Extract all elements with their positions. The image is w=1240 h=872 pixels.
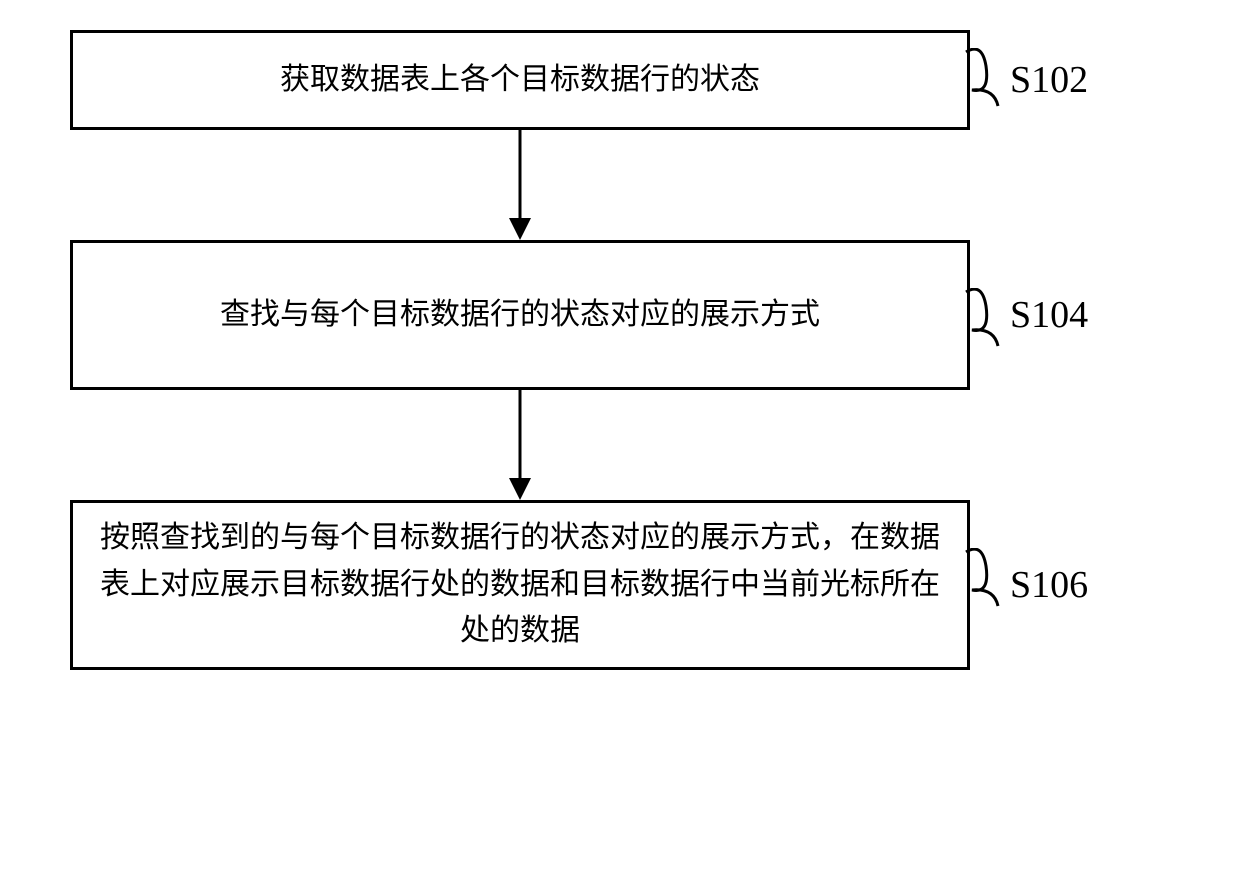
step-label-s102: S102 (1010, 58, 1088, 102)
label-connector (964, 288, 1004, 353)
step-label-s106: S106 (1010, 563, 1088, 607)
flow-step: 获取数据表上各个目标数据行的状态 S102 (70, 30, 1170, 130)
flow-connector (70, 130, 970, 240)
step-box-s104: 查找与每个目标数据行的状态对应的展示方式 (70, 240, 970, 390)
flow-step: 查找与每个目标数据行的状态对应的展示方式 S104 (70, 240, 1170, 390)
step-text: 获取数据表上各个目标数据行的状态 (280, 57, 760, 104)
step-box-s102: 获取数据表上各个目标数据行的状态 (70, 30, 970, 130)
label-connector (964, 48, 1004, 113)
flow-connector (70, 390, 970, 500)
step-label-s104: S104 (1010, 293, 1088, 337)
step-text: 按照查找到的与每个目标数据行的状态对应的展示方式，在数据表上对应展示目标数据行处… (97, 515, 943, 655)
flowchart-container: 获取数据表上各个目标数据行的状态 S102 查找与每个目标数据行的状态对应的展示… (70, 30, 1170, 670)
label-connector (964, 548, 1004, 613)
step-text: 查找与每个目标数据行的状态对应的展示方式 (220, 292, 820, 339)
flow-step: 按照查找到的与每个目标数据行的状态对应的展示方式，在数据表上对应展示目标数据行处… (70, 500, 1170, 670)
step-box-s106: 按照查找到的与每个目标数据行的状态对应的展示方式，在数据表上对应展示目标数据行处… (70, 500, 970, 670)
